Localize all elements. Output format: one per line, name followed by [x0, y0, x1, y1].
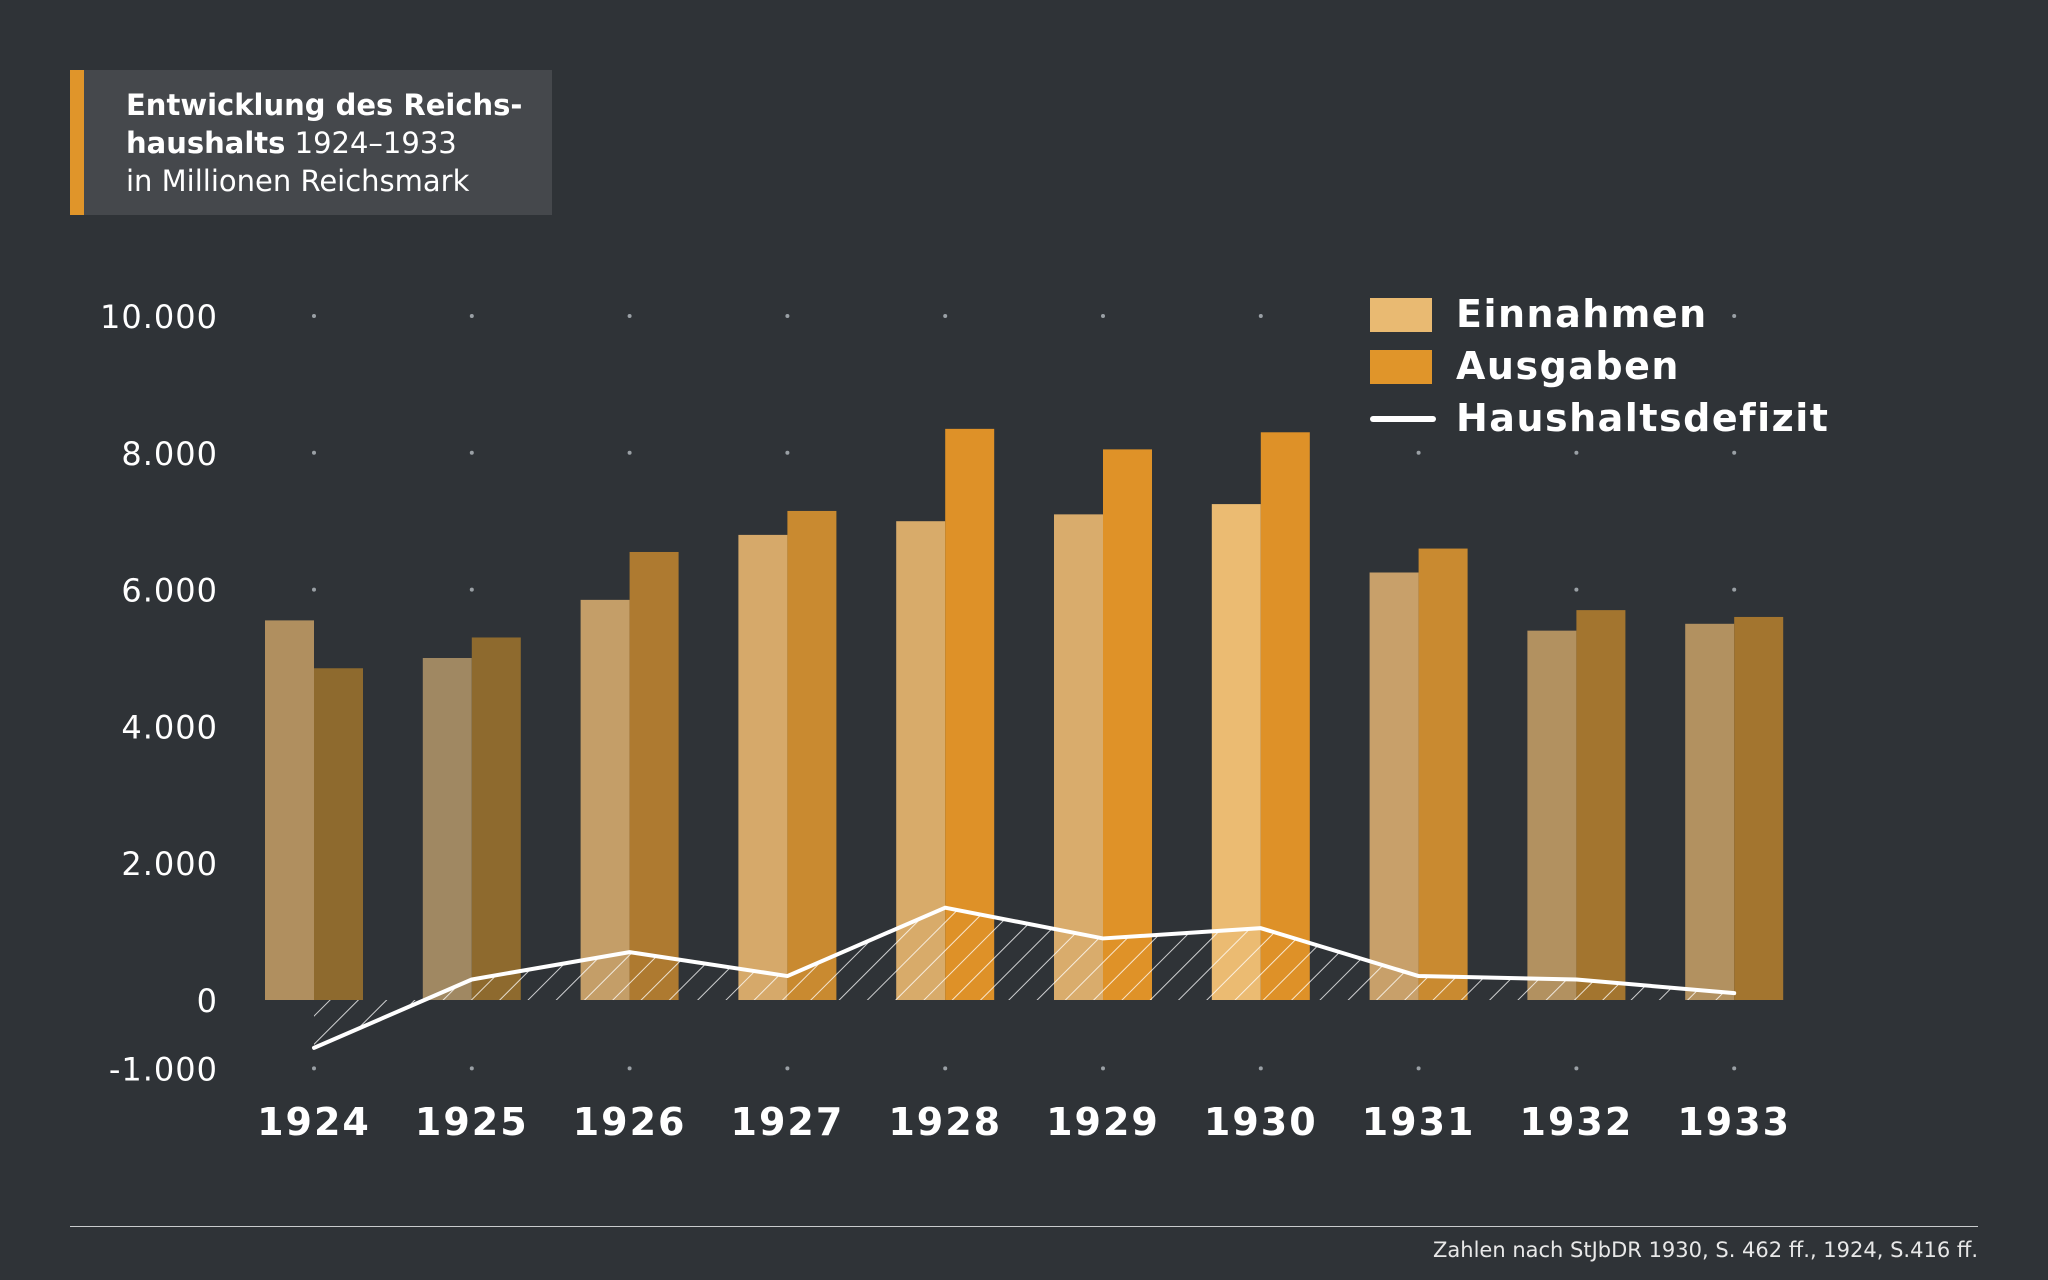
- bar-ausgaben-1927: [787, 510, 837, 1000]
- bar-einnahmen-1931: [1369, 572, 1419, 1000]
- chart-title: Entwicklung des Reichs- haushalts 1924–1…: [126, 86, 522, 200]
- x-tick-label-1931: 1931: [1362, 1100, 1476, 1144]
- x-tick-label-1925: 1925: [415, 1100, 529, 1144]
- legend-item-einnahmen: Einnahmen: [1370, 292, 1890, 336]
- legend-swatch-einnahmen: [1370, 298, 1432, 332]
- bar-einnahmen-1933: [1685, 623, 1735, 1000]
- x-tick-label-1927: 1927: [731, 1100, 845, 1144]
- grid-dot: [785, 314, 790, 318]
- x-tick-label-1932: 1932: [1520, 1100, 1634, 1144]
- bar-einnahmen-1927: [738, 534, 788, 1000]
- grid-dot: [312, 587, 316, 592]
- title-line1: Entwicklung des Reichs-: [126, 88, 523, 122]
- y-tick-label: 4.000: [121, 708, 218, 746]
- grid-dot: [1732, 314, 1737, 318]
- deficit-hatch-area: [314, 907, 1735, 1048]
- grid-dot: [469, 1066, 474, 1071]
- grid-dot: [1732, 450, 1737, 455]
- bar-ausgaben-1928: [945, 428, 995, 1000]
- title-line3: in Millionen Reichsmark: [126, 164, 470, 198]
- y-tick-label: 10.000: [100, 298, 218, 336]
- bar-einnahmen-1926: [580, 599, 630, 1000]
- y-tick-label: 8.000: [121, 435, 218, 473]
- legend-item-defizit: Haushaltsdefizit: [1370, 396, 1890, 440]
- grid-dot: [627, 314, 632, 318]
- bar-einnahmen-1925: [422, 658, 472, 1000]
- footer-divider: [70, 1226, 1978, 1227]
- bars: [265, 428, 1784, 1000]
- deficit-line: [312, 905, 1737, 1050]
- legend-item-ausgaben: Ausgaben: [1370, 344, 1890, 388]
- grid-dot: [1416, 450, 1421, 455]
- grid-dot: [1732, 1066, 1737, 1071]
- grid-dot: [1574, 450, 1579, 455]
- title-line2-bold: haushalts: [126, 126, 286, 160]
- grid-dot: [469, 450, 474, 455]
- source-note: Zahlen nach StJbDR 1930, S. 462 ff., 192…: [1433, 1238, 1978, 1262]
- legend-label-defizit: Haushaltsdefizit: [1456, 396, 1830, 440]
- chart-title-box: Entwicklung des Reichs- haushalts 1924–1…: [70, 70, 552, 215]
- grid-dot: [785, 1066, 790, 1071]
- grid-dot: [1258, 314, 1263, 318]
- grid-dot: [1574, 1066, 1579, 1071]
- deficit-line-path: [312, 905, 1737, 1050]
- grid-dot: [1416, 1066, 1421, 1071]
- grid-dot: [469, 314, 474, 318]
- grid-dot: [1101, 314, 1105, 318]
- grid-dot: [943, 1066, 948, 1071]
- grid-dot: [312, 314, 316, 318]
- grid-dot: [627, 450, 632, 455]
- bar-ausgaben-1932: [1576, 610, 1626, 1000]
- y-tick-label: 2.000: [121, 845, 218, 883]
- y-axis-ticks: 10.000 8.000 6.000 4.000 2.000 0 -1.000: [100, 298, 218, 1088]
- x-axis-ticks: 1924 1925 1926 1927 1928 1929 1930 1931 1932 1933: [257, 1100, 1791, 1144]
- bar-einnahmen-1929: [1054, 514, 1103, 1000]
- grid-dot: [943, 314, 948, 318]
- x-tick-label-1933: 1933: [1677, 1100, 1791, 1144]
- grid-dot: [785, 450, 790, 455]
- x-tick-label-1924: 1924: [257, 1100, 371, 1144]
- y-tick-label: -1.000: [109, 1050, 218, 1088]
- bar-ausgaben-1926: [629, 551, 679, 1000]
- grid-dot: [1732, 587, 1737, 592]
- legend-label-ausgaben: Ausgaben: [1456, 344, 1680, 388]
- grid-dot: [1574, 587, 1579, 592]
- legend-swatch-ausgaben: [1370, 350, 1432, 384]
- legend-label-einnahmen: Einnahmen: [1456, 292, 1708, 336]
- grid-dot: [312, 1066, 316, 1071]
- grid-dot: [1258, 1066, 1263, 1071]
- bar-einnahmen-1932: [1527, 630, 1577, 1000]
- x-tick-label-1928: 1928: [888, 1100, 1002, 1144]
- bar-einnahmen-1930: [1211, 504, 1261, 1000]
- grid-dot: [1574, 314, 1579, 318]
- x-tick-label-1926: 1926: [573, 1100, 687, 1144]
- grid-dot: [312, 450, 316, 455]
- bar-ausgaben-1924: [314, 668, 363, 1000]
- bar-ausgaben-1931: [1418, 548, 1468, 1000]
- bar-ausgaben-1933: [1734, 616, 1784, 1000]
- y-tick-label: 0: [197, 982, 218, 1020]
- bar-ausgaben-1930: [1260, 432, 1310, 1000]
- title-line2-rest: 1924–1933: [285, 126, 457, 160]
- bar-einnahmen-1924: [265, 620, 314, 1000]
- legend-line-defizit: [1370, 416, 1436, 422]
- grid-dot: [1101, 1066, 1105, 1071]
- x-tick-label-1930: 1930: [1204, 1100, 1318, 1144]
- bar-ausgaben-1929: [1103, 449, 1152, 1000]
- grid-dot: [627, 1066, 632, 1071]
- grid-dot: [469, 587, 474, 592]
- deficit-area: [314, 907, 1735, 1048]
- bar-ausgaben-1925: [471, 637, 521, 1000]
- y-tick-label: 6.000: [121, 572, 218, 610]
- title-accent-bar: [70, 70, 84, 215]
- x-tick-label-1929: 1929: [1046, 1100, 1160, 1144]
